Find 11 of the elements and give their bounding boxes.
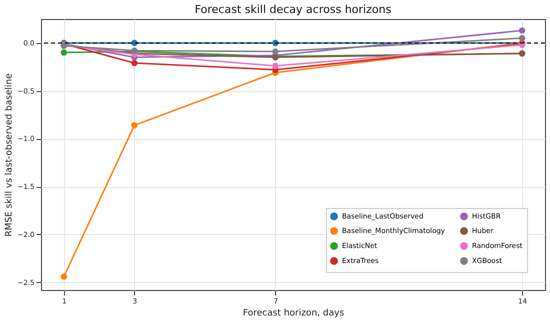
point (272, 48, 279, 55)
x-axis-title: Forecast horizon, days (242, 308, 344, 318)
point (518, 34, 526, 42)
chart-title: Forecast skill decay across horizons (194, 3, 392, 16)
point (272, 62, 279, 70)
point (131, 60, 138, 66)
point (60, 49, 68, 56)
point (518, 27, 526, 34)
point (60, 273, 68, 280)
y-axis-title: RMSE skill vs last-observed baseline (4, 72, 14, 237)
point (131, 122, 138, 128)
